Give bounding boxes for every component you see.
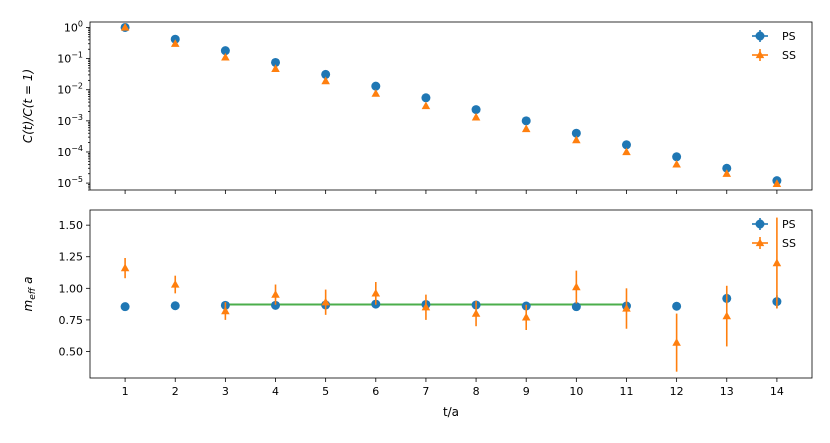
legend-label-ss: SS: [782, 237, 796, 250]
point-ps: [271, 57, 281, 67]
bottom-y-axis-title: meff a: [21, 277, 38, 312]
point-ss: [622, 147, 631, 156]
point-ps: [621, 140, 631, 150]
point-ss: [572, 282, 581, 291]
point-ss: [120, 22, 130, 31]
x-tick-label: 2: [172, 385, 179, 398]
top-y-tick-label: 10−4: [57, 144, 83, 159]
point-ps: [471, 105, 481, 115]
point-ss: [271, 64, 280, 72]
point-ps: [722, 163, 732, 173]
legend-marker-ps: [755, 31, 765, 41]
bottom-y-tick-label: 1.00: [59, 282, 84, 295]
top-y-tick-label: 10−5: [57, 175, 83, 190]
point-ss: [421, 302, 431, 311]
x-tick-label: 1: [122, 385, 129, 398]
point-ss: [321, 297, 330, 306]
point-ss: [371, 288, 381, 297]
legend-marker-ss: [755, 50, 765, 59]
point-ss: [672, 159, 681, 168]
point-ss: [772, 258, 782, 267]
x-tick-label: 9: [523, 385, 530, 398]
point-ss: [521, 124, 531, 133]
bottom-plot-frame: [89, 209, 813, 379]
x-tick-label: 6: [372, 385, 379, 398]
top-y-tick-label: 10−1: [57, 51, 83, 66]
point-ss: [722, 311, 732, 320]
point-ss: [271, 290, 280, 298]
point-ps: [271, 300, 281, 310]
point-ps: [220, 46, 230, 56]
point-ss: [321, 76, 330, 85]
x-tick-label: 3: [222, 385, 229, 398]
top-y-tick-label: 10−3: [57, 113, 83, 128]
point-ss: [170, 39, 180, 47]
x-tick-label: 7: [422, 385, 429, 398]
top-y-tick-label: 10−2: [57, 82, 83, 97]
point-ps: [571, 302, 581, 312]
legend-marker-ps: [755, 219, 765, 229]
bottom-y-tick-label: 0.50: [59, 345, 84, 358]
top-y-tick-label: 100: [64, 19, 83, 34]
point-ss: [221, 52, 230, 61]
x-tick-label: 14: [770, 385, 784, 398]
top-plot-frame: [89, 21, 813, 191]
bottom-y-tick-label: 1.25: [59, 251, 84, 264]
legend-label-ps: PS: [782, 30, 796, 43]
effective-mass-panel: 1 2 3 4 5 6 7 8 9 10 11 12 13 140.500.751.001.251.50m…: [21, 209, 813, 419]
point-ps: [521, 116, 531, 126]
bottom-y-tick-label: 0.75: [59, 314, 84, 327]
legend-label-ss: SS: [782, 49, 796, 62]
x-tick-label: 11: [619, 385, 633, 398]
correlator-panel: 100 10−1 10−2 10−3 10−4 10−5 C(t)/C(t = 1) PS SS: [21, 19, 813, 194]
x-tick-label: 10: [569, 385, 583, 398]
bottom-y-tick-label: 1.50: [59, 219, 84, 232]
point-ss: [471, 309, 481, 317]
x-tick-label: 8: [473, 385, 480, 398]
point-ss: [471, 112, 481, 121]
point-ss: [221, 306, 230, 315]
point-ss: [371, 89, 381, 97]
point-ss: [120, 263, 130, 272]
point-ps: [120, 302, 130, 312]
point-ps: [321, 69, 331, 79]
x-tick-label: 13: [720, 385, 734, 398]
point-ss: [421, 101, 431, 110]
legend-marker-ss: [755, 238, 765, 247]
top-y-axis-title: C(t)/C(t = 1): [21, 69, 35, 143]
point-ps: [421, 93, 431, 103]
point-ps: [571, 128, 581, 138]
x-axis-title: t/a: [443, 405, 459, 419]
point-ss: [722, 169, 732, 177]
x-tick-label: 5: [322, 385, 329, 398]
point-ss: [672, 338, 681, 346]
point-ps: [672, 301, 682, 311]
point-ss: [572, 135, 581, 144]
point-ps: [371, 81, 381, 91]
x-tick-label: 12: [670, 385, 684, 398]
point-ps: [672, 152, 682, 162]
point-ps: [170, 301, 180, 311]
point-ss: [170, 280, 180, 288]
point-ss: [622, 304, 631, 312]
point-ss: [521, 312, 531, 321]
legend-label-ps: PS: [782, 218, 796, 231]
x-tick-label: 4: [272, 385, 279, 398]
point-ss: [772, 179, 782, 187]
point-ps: [170, 34, 180, 44]
